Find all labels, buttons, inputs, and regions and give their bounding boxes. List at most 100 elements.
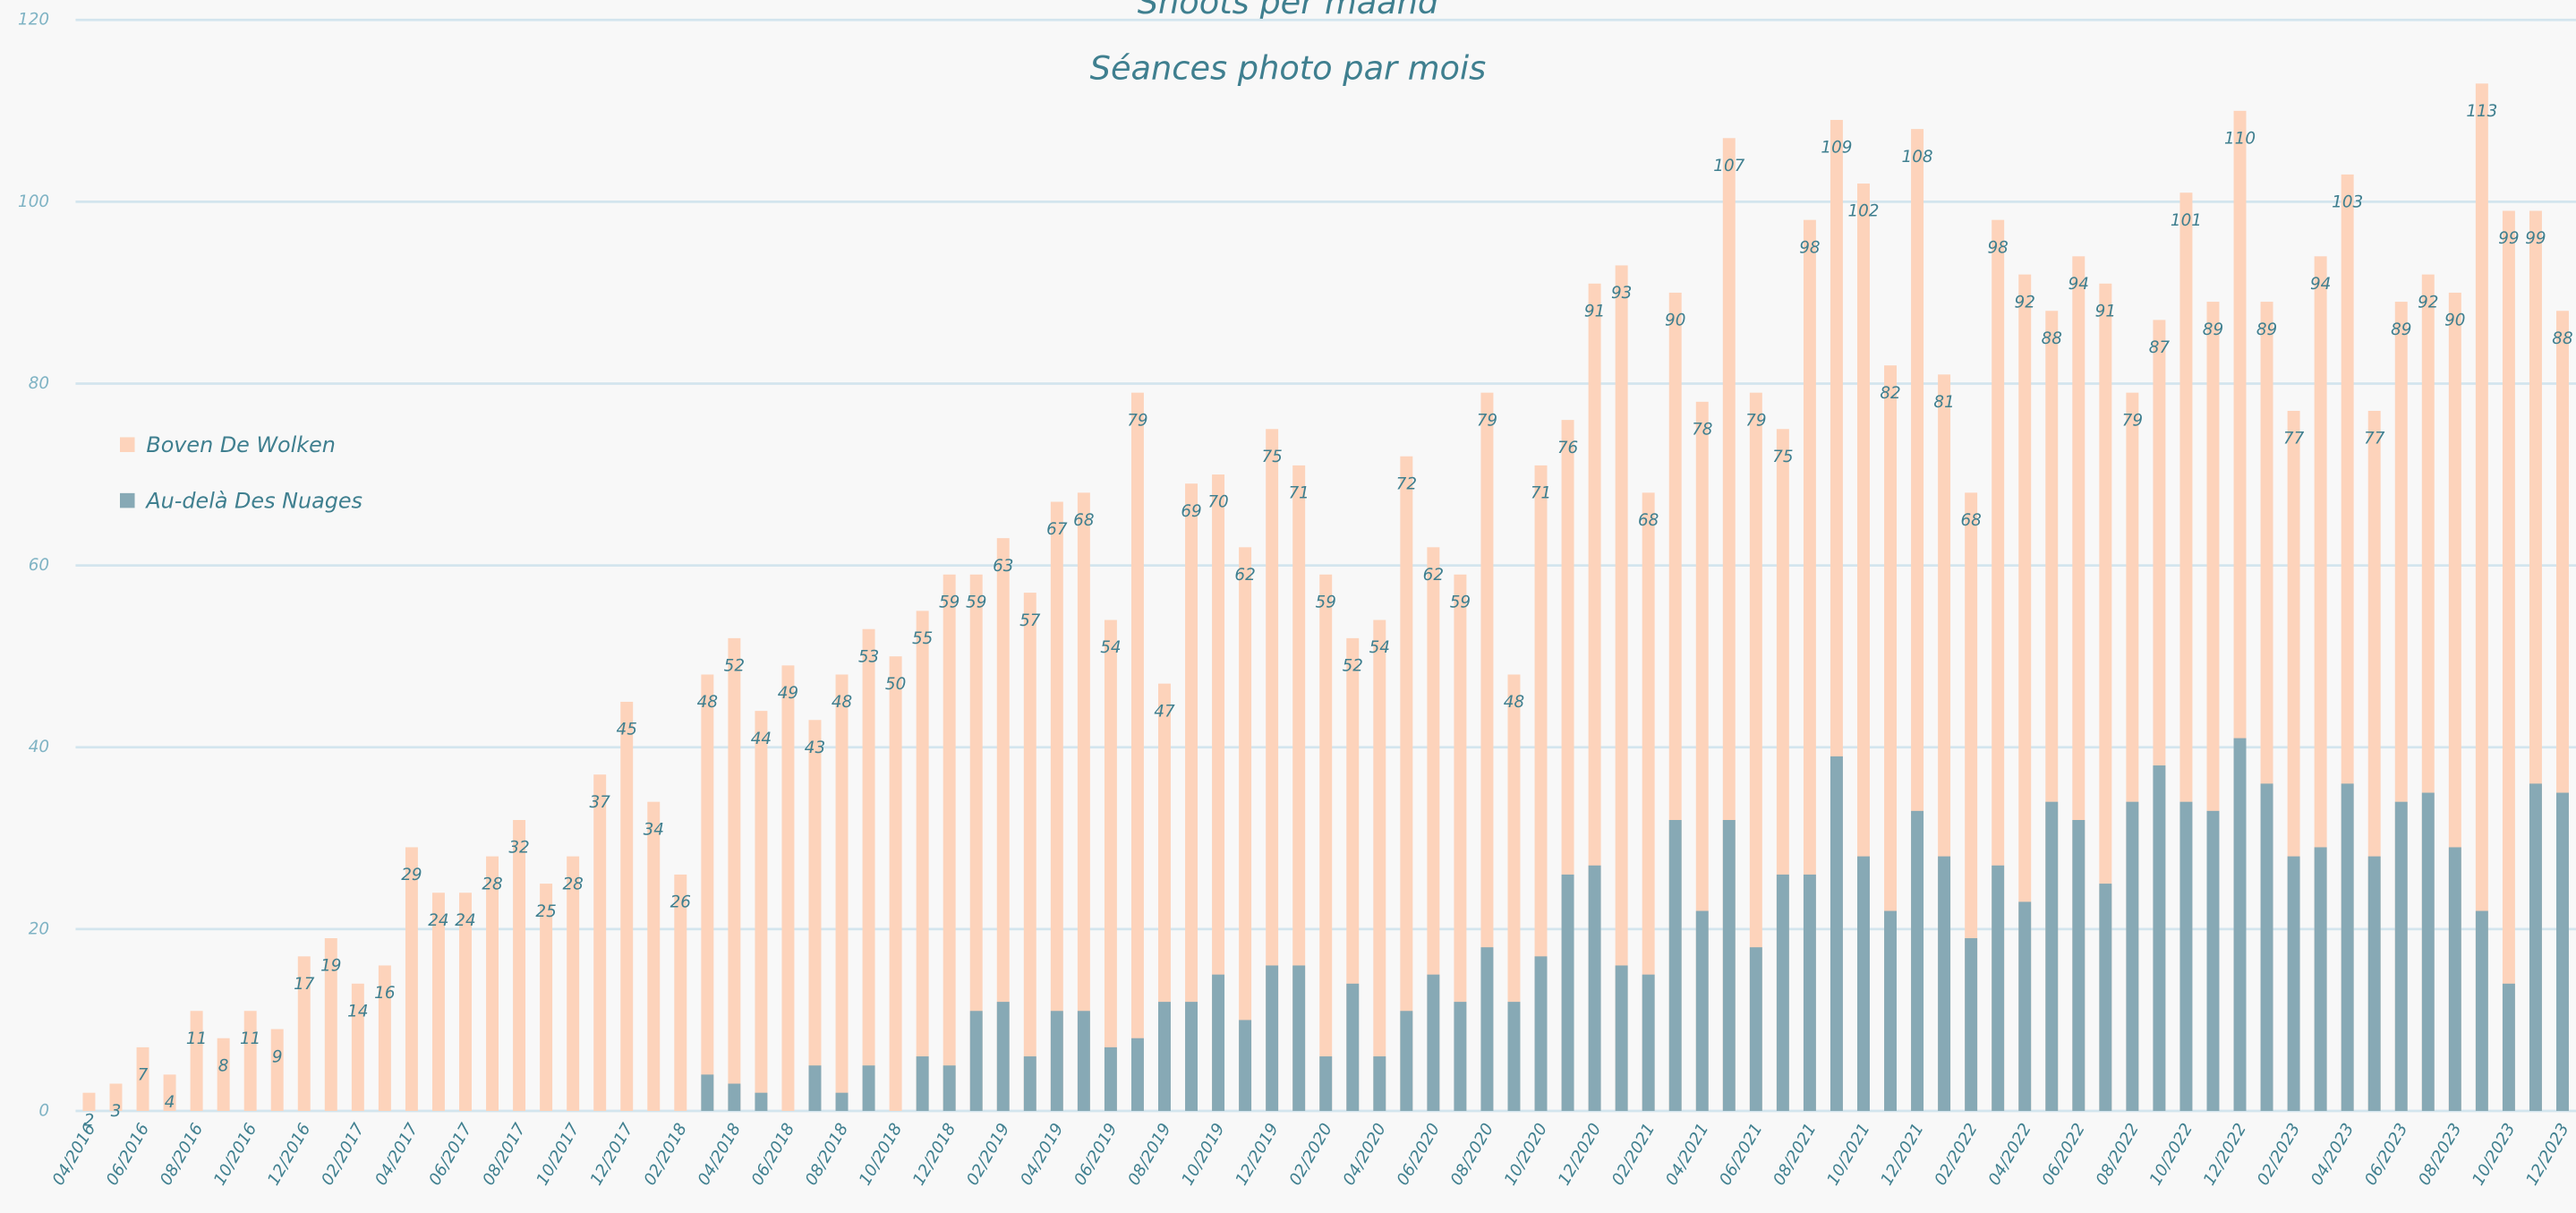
bar [1749, 392, 1762, 1111]
bar [2099, 884, 2112, 1111]
bar [297, 956, 311, 1111]
data-label: 48 [1504, 693, 1524, 712]
bar [2367, 856, 2381, 1111]
data-label: 70 [1207, 493, 1228, 512]
data-label: 19 [320, 957, 341, 976]
data-label: 81 [1933, 393, 1954, 412]
bar [513, 819, 526, 1111]
bar [862, 628, 875, 1111]
bar [2179, 801, 2193, 1111]
bar [835, 1092, 849, 1111]
bar [2153, 765, 2166, 1111]
x-tick-label: 04/2016 [49, 1120, 99, 1189]
x-tick-label: 02/2018 [641, 1120, 691, 1189]
data-label: 75 [1261, 448, 1282, 466]
bar [486, 856, 499, 1111]
bar [2341, 783, 2354, 1111]
data-label: 107 [1713, 157, 1744, 175]
x-tick-label: 10/2022 [2146, 1120, 2196, 1189]
bar [701, 674, 714, 1111]
data-label: 90 [1665, 312, 1685, 330]
bar [755, 711, 768, 1111]
bar [2502, 210, 2515, 1111]
x-tick-label: 06/2023 [2361, 1120, 2411, 1189]
data-label: 71 [1531, 484, 1551, 503]
legend-swatch [119, 437, 135, 452]
bar [1023, 593, 1036, 1111]
bar [1480, 947, 1494, 1111]
bar [1588, 865, 1601, 1111]
bar [1454, 574, 1467, 1111]
data-label: 14 [347, 1003, 368, 1021]
bar [1212, 474, 1225, 1111]
bar [163, 1074, 176, 1111]
data-label: 91 [2095, 302, 2116, 320]
data-label: 102 [1847, 202, 1879, 221]
x-tick-label: 10/2017 [533, 1120, 584, 1189]
bar [674, 874, 687, 1111]
bar [2502, 983, 2515, 1111]
x-tick-label: 10/2018 [856, 1120, 906, 1189]
bar [1023, 1056, 1036, 1111]
data-label: 82 [1880, 384, 1900, 403]
data-label: 68 [1638, 511, 1659, 530]
bar [1104, 1046, 1117, 1111]
bar [1239, 1020, 1252, 1111]
data-label: 90 [2444, 312, 2465, 330]
bar [2072, 819, 2086, 1111]
data-label: 25 [535, 902, 556, 921]
bar [943, 1065, 956, 1111]
bar [2421, 792, 2435, 1111]
data-label: 99 [2525, 229, 2546, 248]
data-label: 32 [508, 839, 529, 858]
bar [2126, 801, 2139, 1111]
data-label: 79 [2122, 411, 2143, 430]
bar [1561, 874, 1574, 1111]
bar [1992, 865, 2005, 1111]
bar [1266, 429, 1279, 1111]
bar [2260, 783, 2273, 1111]
data-label: 28 [482, 875, 502, 893]
x-tick-label: 08/2023 [2415, 1120, 2465, 1189]
x-tick-label: 10/2020 [1501, 1120, 1551, 1189]
data-label: 88 [2042, 329, 2062, 348]
bar [1668, 819, 1682, 1111]
legend-label: Au-delà Des Nuages [144, 488, 363, 513]
bar [405, 847, 418, 1111]
data-label: 11 [240, 1029, 260, 1048]
y-tick-label: 40 [29, 738, 49, 756]
x-tick-label: 06/2022 [2039, 1120, 2089, 1189]
bar [1534, 956, 1548, 1111]
data-label: 28 [562, 875, 583, 893]
bar [109, 1083, 123, 1111]
x-tick-label: 02/2019 [963, 1120, 1013, 1189]
x-tick-label: 12/2022 [2200, 1120, 2250, 1189]
x-tick-label: 02/2020 [1286, 1120, 1336, 1189]
data-label: 59 [1450, 593, 1471, 611]
bar [1185, 1002, 1198, 1111]
x-tick-label: 12/2020 [1555, 1120, 1605, 1189]
chart-title: Shoots per maand [1138, 0, 1439, 21]
bar [1830, 756, 1843, 1111]
bar [1427, 974, 1440, 1111]
bar [996, 1002, 1010, 1111]
x-tick-label: 08/2020 [1447, 1120, 1497, 1189]
bar [2475, 910, 2488, 1111]
data-label: 47 [1154, 702, 1175, 721]
bar [701, 1074, 714, 1111]
bar [943, 574, 956, 1111]
bar [1803, 874, 1816, 1111]
bar [728, 637, 741, 1111]
bar [808, 720, 822, 1111]
data-label: 53 [858, 647, 879, 666]
bar [593, 774, 607, 1111]
data-label: 91 [1584, 302, 1605, 320]
bar [1077, 492, 1090, 1111]
data-label: 93 [1611, 284, 1632, 303]
data-label: 11 [186, 1029, 207, 1048]
bar [620, 701, 634, 1111]
data-label: 89 [2256, 320, 2277, 339]
y-tick-label: 120 [18, 11, 49, 30]
data-label: 24 [428, 911, 448, 930]
